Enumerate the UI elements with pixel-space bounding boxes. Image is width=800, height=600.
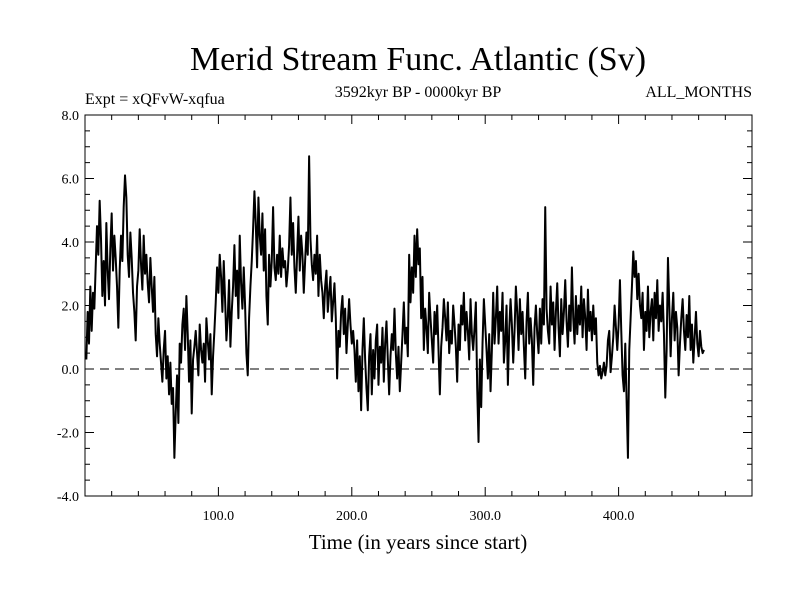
y-tick-label: 4.0 xyxy=(62,236,80,251)
months-label: ALL_MONTHS xyxy=(645,84,752,101)
x-tick-label: 100.0 xyxy=(203,509,235,524)
y-tick-label: 0.0 xyxy=(62,363,80,378)
x-tick-label: 200.0 xyxy=(336,509,368,524)
y-tick-label: 8.0 xyxy=(62,109,80,124)
data-series-line xyxy=(85,155,705,459)
experiment-label: Expt = xQFvW-xqfua xyxy=(85,91,225,108)
y-tick-label: -4.0 xyxy=(57,490,79,505)
y-tick-label: 2.0 xyxy=(62,300,80,315)
time-range-label: 3592kyr BP - 0000kyr BP xyxy=(335,84,502,101)
x-axis-label: Time (in years since start) xyxy=(309,530,528,554)
axis-ticks: -4.0 -2.0 0.0 2.0 4.0 6.0 8.0 100.0 200.0 300.0 40… xyxy=(57,109,752,524)
y-tick-label: -2.0 xyxy=(57,427,79,442)
chart-title: Merid Stream Func. Atlantic (Sv) xyxy=(190,41,646,78)
x-tick-label: 300.0 xyxy=(469,509,501,524)
y-tick-label: 6.0 xyxy=(62,173,80,188)
x-tick-label: 400.0 xyxy=(603,509,635,524)
